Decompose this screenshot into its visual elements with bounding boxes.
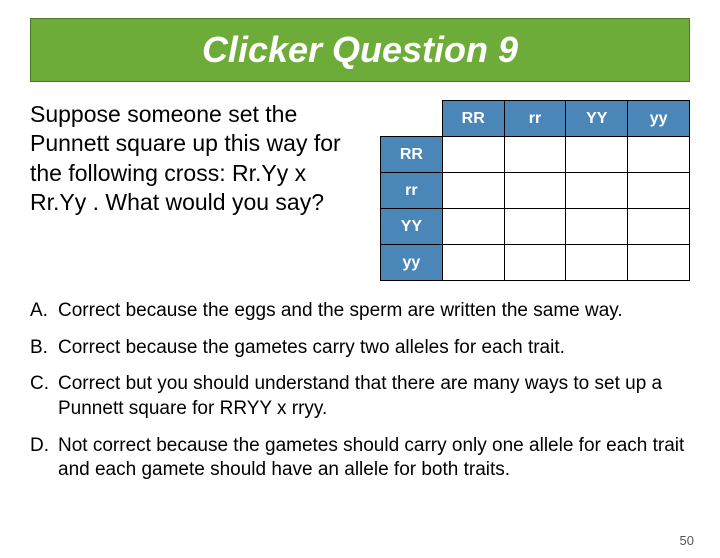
answer-letter: A.	[30, 299, 58, 324]
answer-option: C. Correct but you should understand tha…	[30, 372, 690, 421]
punnett-table: RR rr YY yy RR rr YY	[380, 100, 690, 281]
answer-text: Not correct because the gametes should c…	[58, 434, 690, 483]
punnett-cell	[442, 173, 504, 209]
punnett-col-head: rr	[504, 101, 566, 137]
question-text: Suppose someone set the Punnett square u…	[30, 100, 380, 218]
content-row: Suppose someone set the Punnett square u…	[30, 100, 690, 281]
punnett-cell	[442, 245, 504, 281]
punnett-col-head: RR	[442, 101, 504, 137]
punnett-col-head: YY	[566, 101, 628, 137]
punnett-cell	[628, 245, 690, 281]
punnett-cell	[504, 173, 566, 209]
answer-letter: B.	[30, 336, 58, 361]
answer-text: Correct because the eggs and the sperm a…	[58, 299, 690, 324]
answer-option: D. Not correct because the gametes shoul…	[30, 434, 690, 483]
punnett-cell	[628, 173, 690, 209]
answer-option: B. Correct because the gametes carry two…	[30, 336, 690, 361]
punnett-cell	[628, 137, 690, 173]
punnett-cell	[442, 137, 504, 173]
punnett-cell	[504, 209, 566, 245]
punnett-cell	[628, 209, 690, 245]
answer-letter: C.	[30, 372, 58, 421]
punnett-cell	[566, 173, 628, 209]
punnett-row-head: yy	[381, 245, 443, 281]
punnett-row-head: rr	[381, 173, 443, 209]
punnett-cell	[504, 137, 566, 173]
answer-text: Correct because the gametes carry two al…	[58, 336, 690, 361]
punnett-cell	[566, 245, 628, 281]
title-bar: Clicker Question 9	[30, 18, 690, 82]
punnett-row-head: RR	[381, 137, 443, 173]
page-number: 50	[680, 533, 694, 548]
punnett-square: RR rr YY yy RR rr YY	[380, 100, 690, 281]
punnett-cell	[566, 137, 628, 173]
punnett-cell	[442, 209, 504, 245]
answer-list: A. Correct because the eggs and the sper…	[30, 299, 690, 483]
punnett-corner	[381, 101, 443, 137]
punnett-cell	[566, 209, 628, 245]
answer-option: A. Correct because the eggs and the sper…	[30, 299, 690, 324]
slide-title: Clicker Question 9	[202, 29, 518, 70]
punnett-row-head: YY	[381, 209, 443, 245]
punnett-col-head: yy	[628, 101, 690, 137]
answer-letter: D.	[30, 434, 58, 483]
punnett-cell	[504, 245, 566, 281]
answer-text: Correct but you should understand that t…	[58, 372, 690, 421]
